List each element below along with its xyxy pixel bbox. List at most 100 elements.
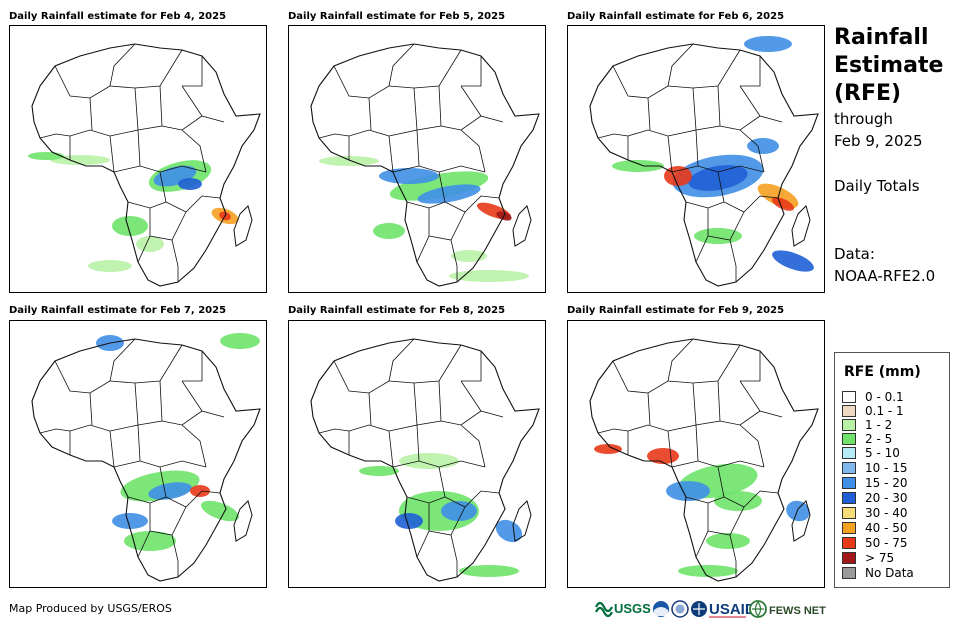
country-border [181, 424, 207, 468]
rain-cell [714, 491, 762, 511]
rain-cell [647, 448, 679, 464]
rain-cell [678, 565, 738, 577]
country-border [695, 503, 709, 558]
legend-swatch [842, 522, 856, 534]
rainfall-map-feb4[interactable] [9, 25, 267, 293]
agency-logos: USGS USAID FEWS NET [594, 598, 826, 620]
rain-cell [389, 171, 489, 201]
legend-item: > 75 [842, 551, 894, 565]
country-border [348, 129, 394, 173]
panel-title-1: Daily Rainfall estimate for Feb 4, 2025 [9, 11, 227, 22]
country-border [109, 382, 139, 432]
country-border [368, 392, 372, 426]
panel-title-4: Daily Rainfall estimate for Feb 7, 2025 [9, 305, 227, 316]
country-border [695, 85, 721, 131]
country-border [416, 129, 420, 167]
country-border [69, 424, 115, 468]
country-border [740, 56, 761, 87]
country-border [667, 49, 741, 89]
madagascar-outline [233, 500, 253, 542]
coastline [310, 338, 540, 582]
sidebar-title-line2: Estimate [834, 53, 944, 78]
legend-item: 10 - 15 [842, 461, 908, 475]
country-border [739, 85, 783, 123]
rain-cell [379, 168, 439, 184]
country-border [450, 534, 458, 577]
legend-label: 5 - 10 [865, 446, 900, 460]
sidebar-date: Feb 9, 2025 [834, 132, 923, 150]
country-border [612, 338, 694, 394]
country-border [137, 208, 151, 263]
rain-cell [112, 513, 148, 529]
fewsnet-text: FEWS NET [769, 605, 826, 617]
country-border [54, 43, 136, 99]
country-border [707, 506, 745, 536]
rain-cell [190, 485, 210, 497]
country-border [739, 380, 783, 418]
panel-title-6: Daily Rainfall estimate for Feb 9, 2025 [567, 305, 785, 316]
legend-label: 10 - 15 [865, 461, 908, 475]
rain-cell [449, 270, 529, 282]
legend-item: No Data [842, 566, 914, 580]
country-border [647, 392, 651, 426]
country-border [109, 49, 183, 89]
rainfall-map-feb9[interactable] [567, 320, 825, 588]
country-border [113, 460, 207, 468]
legend-swatch [842, 567, 856, 579]
rainfall-field [359, 453, 523, 577]
country-border [171, 239, 179, 282]
sidebar-title-line3: (RFE) [834, 81, 902, 106]
country-border [597, 428, 629, 434]
rainfall-map-feb5[interactable] [288, 25, 546, 293]
rainfall-field [594, 444, 810, 577]
sidebar-totals: Daily Totals [834, 177, 920, 195]
rain-cell [771, 197, 795, 211]
rain-cell [744, 36, 792, 52]
usaid-text: USAID [709, 601, 756, 618]
rain-cell [319, 156, 379, 166]
credit-text: Map Produced by USGS/EROS [9, 602, 172, 615]
rainfall-field [96, 333, 260, 551]
country-border [460, 85, 504, 123]
rain-cell [124, 531, 176, 551]
legend-label: 50 - 75 [865, 536, 908, 550]
country-border [161, 115, 203, 131]
rain-cell [594, 444, 622, 454]
country-border [719, 410, 761, 426]
country-border [695, 129, 699, 167]
rain-cell [395, 513, 423, 529]
country-border [388, 49, 462, 89]
country-border [181, 85, 225, 123]
rainfall-map-feb8[interactable] [288, 320, 546, 588]
country-border [729, 239, 737, 282]
country-border [695, 380, 721, 426]
country-border [450, 239, 458, 282]
country-border [416, 208, 430, 263]
country-border [348, 424, 394, 468]
madagascar-outline [512, 500, 532, 542]
country-border [181, 380, 225, 418]
country-border [428, 211, 466, 241]
legend-swatch [842, 462, 856, 474]
sidebar-through: through [834, 110, 893, 128]
country-border [137, 380, 163, 426]
legend-swatch [842, 492, 856, 504]
madagascar-outline [233, 205, 253, 247]
legend-item: 30 - 40 [842, 506, 908, 520]
rain-cell [786, 500, 810, 522]
legend-item: 0 - 0.1 [842, 390, 904, 404]
rainfall-field [28, 152, 239, 272]
country-border [729, 534, 737, 577]
country-border [69, 129, 115, 173]
legend-label: 0.1 - 1 [865, 404, 904, 418]
coastline [589, 338, 819, 582]
country-border [181, 129, 207, 173]
rainfall-map-feb7[interactable] [9, 320, 267, 588]
country-border [667, 87, 697, 137]
rain-cell [747, 138, 779, 154]
rainfall-map-feb6[interactable] [567, 25, 825, 293]
country-border [137, 424, 141, 462]
legend-swatch [842, 419, 856, 431]
sidebar-title: Rainfall Estimate (RFE) [834, 24, 943, 108]
legend-swatch [842, 552, 856, 564]
